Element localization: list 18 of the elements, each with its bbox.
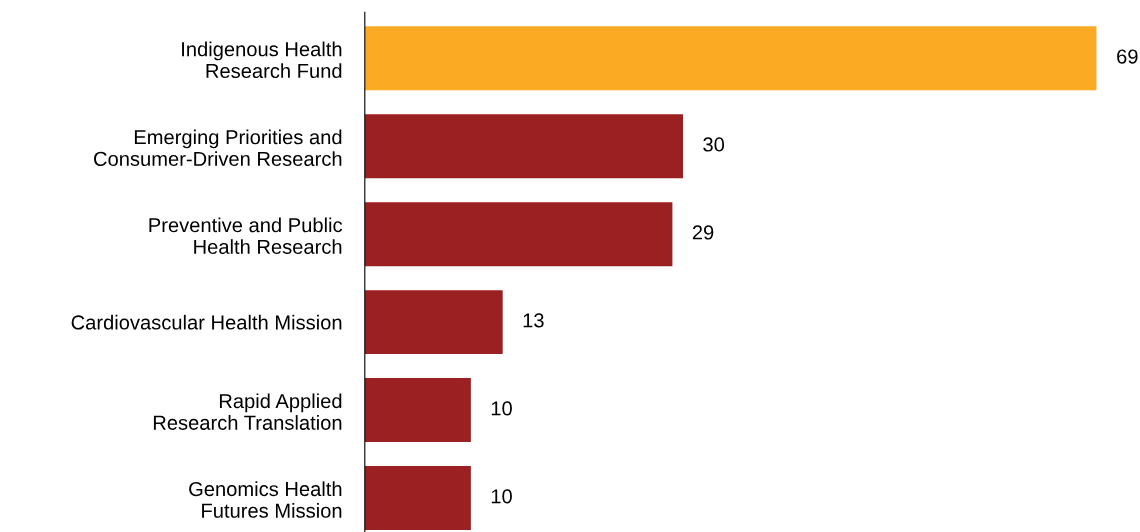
y-tick-label: Emerging Priorities and Consumer-Driven Research	[94, 129, 342, 166]
bar	[364, 26, 1097, 91]
bar	[364, 378, 471, 443]
bar	[364, 114, 684, 179]
y-tick-label: Indigenous Health Research Fund	[182, 41, 342, 79]
y-tick-label: Cardiovascular Health Mission	[71, 314, 342, 330]
data-label: 13	[523, 313, 544, 328]
bar	[364, 290, 503, 355]
y-tick-label: Rapid Applied Research Translation	[153, 393, 342, 430]
data-label: 29	[692, 225, 714, 240]
data-label: 10	[491, 489, 512, 504]
data-label: 30	[703, 137, 725, 152]
y-tick-label: Genomics Health Futures Mission	[189, 481, 342, 518]
bar	[364, 202, 673, 267]
y-tick-label: Preventive and Public Health Research	[149, 217, 343, 254]
data-label: 69	[1117, 49, 1138, 64]
data-label: 10	[491, 401, 512, 416]
bar	[364, 466, 471, 531]
